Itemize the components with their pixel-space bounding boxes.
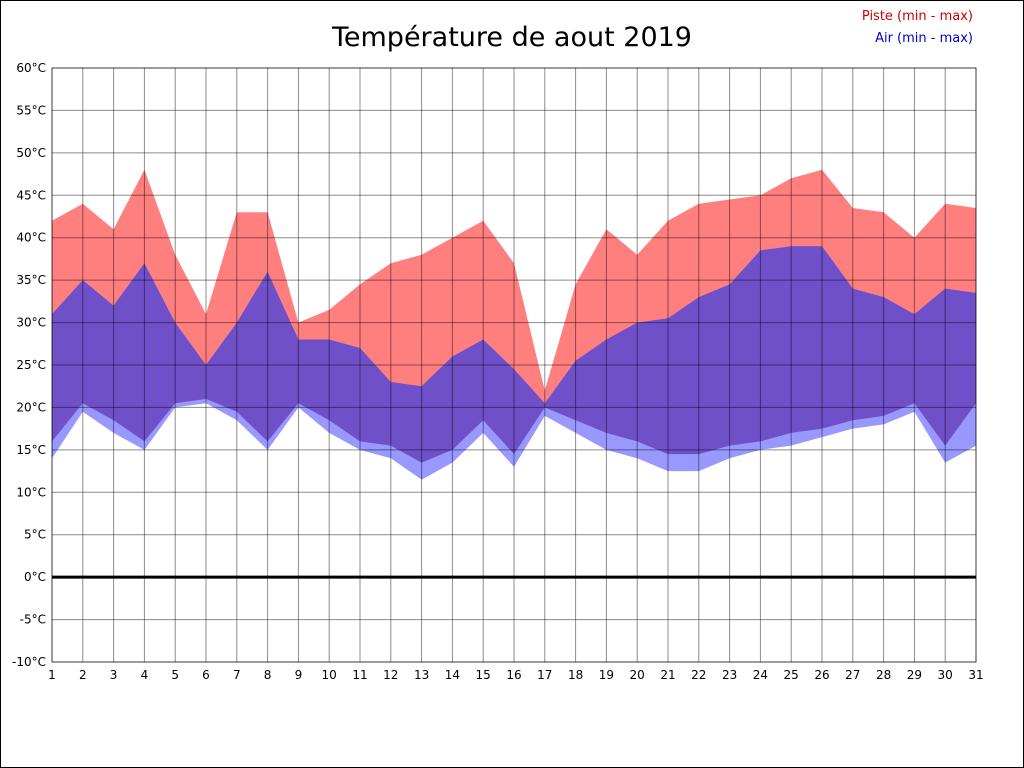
x-tick-label: 5 <box>171 668 179 682</box>
chart-legend: Piste (min - max) Air (min - max) <box>862 10 973 45</box>
legend-air-label: Air (min - max) <box>875 31 973 46</box>
x-tick-label: 20 <box>630 668 645 682</box>
x-tick-label: 7 <box>233 668 241 682</box>
y-tick-label: 50°C <box>16 146 46 160</box>
x-tick-label: 19 <box>599 668 614 682</box>
plot-border <box>51 67 977 663</box>
x-tick-label: 29 <box>907 668 922 682</box>
x-tick-label: 13 <box>414 668 429 682</box>
x-tick-label: 1 <box>48 668 56 682</box>
x-tick-label: 31 <box>968 668 983 682</box>
x-tick-label: 2 <box>79 668 87 682</box>
x-tick-label: 17 <box>537 668 552 682</box>
legend-piste-label: Piste (min - max) <box>861 9 973 24</box>
x-tick-label: 18 <box>568 668 583 682</box>
x-tick-label: 6 <box>202 668 210 682</box>
x-tick-label: 9 <box>295 668 303 682</box>
x-tick-label: 10 <box>322 668 337 682</box>
y-tick-label: -10°C <box>12 655 46 669</box>
y-tick-label: 10°C <box>16 485 46 499</box>
y-tick-label: -5°C <box>20 613 46 627</box>
x-tick-label: 24 <box>753 668 768 682</box>
y-tick-label: 25°C <box>16 358 46 372</box>
x-tick-label: 25 <box>784 668 799 682</box>
y-tick-label: 20°C <box>16 400 46 414</box>
x-tick-label: 21 <box>660 668 675 682</box>
x-tick-label: 30 <box>938 668 953 682</box>
x-tick-label: 28 <box>876 668 891 682</box>
y-tick-label: 5°C <box>24 528 46 542</box>
y-tick-label: 15°C <box>16 443 46 457</box>
x-tick-label: 4 <box>141 668 149 682</box>
x-tick-label: 8 <box>264 668 272 682</box>
x-tick-label: 26 <box>814 668 829 682</box>
overlap-band-area <box>52 246 976 463</box>
y-tick-label: 30°C <box>16 316 46 330</box>
y-tick-label: 45°C <box>16 188 46 202</box>
x-tick-label: 27 <box>845 668 860 682</box>
x-tick-label: 16 <box>506 668 521 682</box>
y-tick-label: 60°C <box>16 61 46 75</box>
x-tick-label: 15 <box>476 668 491 682</box>
y-tick-label: 35°C <box>16 273 46 287</box>
x-tick-label: 3 <box>110 668 118 682</box>
chart-title: Température de aout 2019 <box>331 22 692 53</box>
y-tick-label: 55°C <box>16 103 46 117</box>
x-tick-label: 12 <box>383 668 398 682</box>
x-tick-label: 14 <box>445 668 460 682</box>
x-tick-label: 22 <box>691 668 706 682</box>
x-tick-label: 11 <box>352 668 367 682</box>
y-tick-label: 0°C <box>24 570 46 584</box>
x-tick-label: 23 <box>722 668 737 682</box>
y-tick-label: 40°C <box>16 231 46 245</box>
